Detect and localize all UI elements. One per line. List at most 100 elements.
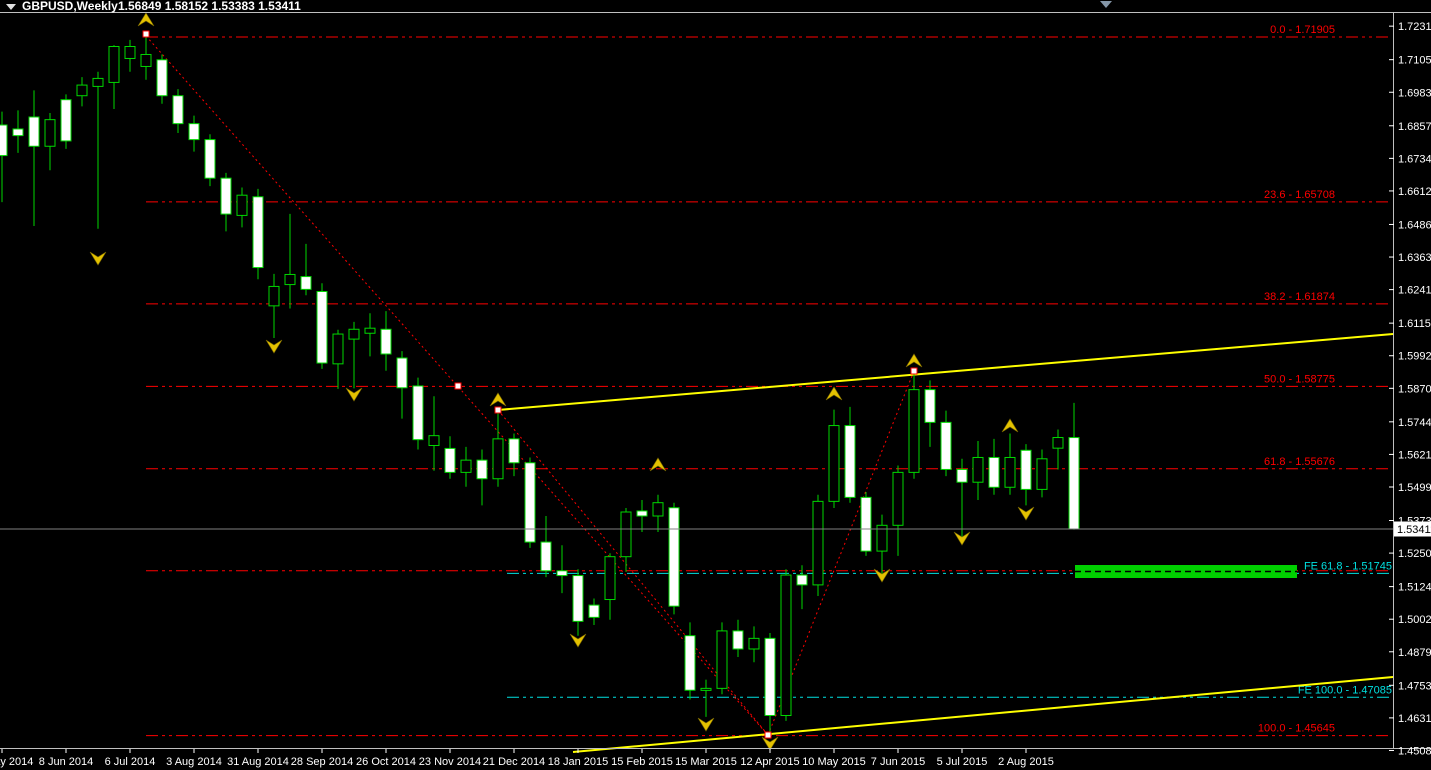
candle [492, 409, 504, 487]
price-tick-label: 1.48795 [1398, 647, 1431, 659]
fib-level-label: 38.2 - 1.61874 [1264, 291, 1335, 303]
price-tick-label: 1.51245 [1398, 582, 1431, 594]
candle-body [988, 456, 1000, 488]
price-tick-label: 1.54990 [1398, 482, 1431, 494]
trendline[interactable] [497, 333, 1394, 411]
fib-anchor-trendline[interactable] [145, 35, 769, 736]
candle [76, 77, 88, 107]
candle-body [780, 574, 792, 716]
arrow-down-icon [569, 633, 587, 648]
candle-body [124, 46, 136, 59]
candle-body [0, 124, 8, 157]
candle-body [668, 507, 680, 607]
candle [332, 329, 344, 389]
candle [28, 90, 40, 227]
candle [1004, 433, 1016, 495]
candle-body [300, 276, 312, 290]
candle-body [700, 687, 712, 691]
candle [44, 113, 56, 171]
candle-body [444, 447, 456, 473]
candle [412, 377, 424, 450]
fib-anchor-trendline[interactable] [497, 409, 769, 736]
candle [812, 494, 824, 597]
candle [172, 89, 184, 133]
time-tick-label: 5 Jul 2015 [937, 756, 988, 768]
fib-expansion-label: FE 100.0 - 1.47085 [1298, 684, 1392, 696]
object-anchor-handle[interactable] [454, 382, 462, 390]
object-anchor-handle[interactable] [910, 367, 918, 375]
arrow-down-icon [265, 339, 283, 354]
candle [716, 622, 728, 695]
time-axis[interactable]: 11 May 2014 8 Jun 2014 6 Jul 2014 3 Aug 201… [0, 749, 1054, 768]
candle-body [172, 95, 184, 125]
candle-body [556, 570, 568, 577]
candle-body [844, 425, 856, 498]
candle-body [364, 327, 376, 334]
candle [268, 273, 280, 339]
candle [12, 110, 24, 153]
chart-shift-marker-icon[interactable] [1100, 1, 1112, 8]
candle-body [876, 524, 888, 552]
fib-level-label: 61.8 - 1.55676 [1264, 456, 1335, 468]
arrow-down-icon [345, 387, 363, 402]
time-tick-label: 26 Oct 2014 [356, 756, 416, 768]
fib-level-label: 23.6 - 1.65708 [1264, 189, 1335, 201]
price-tick-label: 1.62410 [1398, 285, 1431, 297]
candle-body [1004, 456, 1016, 488]
current-price-badge-label: 1.53411 [1397, 524, 1431, 536]
object-anchor-handle[interactable] [142, 30, 150, 38]
candle [460, 446, 472, 487]
fib-anchor-trendline[interactable] [767, 370, 915, 736]
time-tick-label: 3 Aug 2014 [166, 756, 222, 768]
candle [348, 321, 360, 389]
candle-body [940, 421, 952, 470]
candle-body [460, 459, 472, 473]
time-tick-label: 10 May 2015 [802, 756, 866, 768]
candle-body [396, 357, 408, 389]
candle-body [812, 500, 824, 586]
candle [908, 372, 920, 479]
candle-body [476, 459, 488, 480]
time-tick-label: 15 Feb 2015 [611, 756, 673, 768]
candle [124, 39, 136, 72]
candle-body [972, 456, 984, 483]
arrow-down-icon [1017, 506, 1035, 521]
object-anchor-handle[interactable] [494, 406, 502, 414]
symbol-dropdown-icon[interactable] [6, 4, 16, 10]
price-tick-label: 1.52505 [1398, 548, 1431, 560]
candle [188, 115, 200, 152]
candle-body [748, 637, 760, 650]
price-tick-label: 1.47535 [1398, 680, 1431, 692]
candle [524, 457, 536, 548]
trendline[interactable] [572, 676, 1394, 753]
candle [572, 569, 584, 636]
candle [604, 553, 616, 620]
time-tick-label: 12 Apr 2015 [740, 756, 799, 768]
time-tick-label: 28 Sep 2014 [291, 756, 353, 768]
candle-body [92, 77, 104, 87]
candle [140, 37, 152, 80]
candle [748, 626, 760, 663]
time-tick-label: 15 Mar 2015 [675, 756, 737, 768]
candle [892, 465, 904, 556]
price-tick-label: 1.72315 [1398, 21, 1431, 33]
candle-body [636, 510, 648, 517]
candle [556, 545, 568, 594]
candle-body [380, 328, 392, 355]
candle [396, 351, 408, 419]
candle [844, 406, 856, 503]
candle-body [924, 389, 936, 423]
candle [1052, 429, 1064, 470]
object-anchor-handle[interactable] [764, 731, 772, 739]
candle-body [236, 194, 248, 216]
candle [988, 438, 1000, 495]
arrow-up-icon [825, 386, 843, 401]
candle [652, 494, 664, 532]
price-tick-label: 1.66120 [1398, 186, 1431, 198]
candle [780, 569, 792, 721]
candle [860, 492, 872, 556]
candle [476, 449, 488, 506]
candle [620, 508, 632, 572]
